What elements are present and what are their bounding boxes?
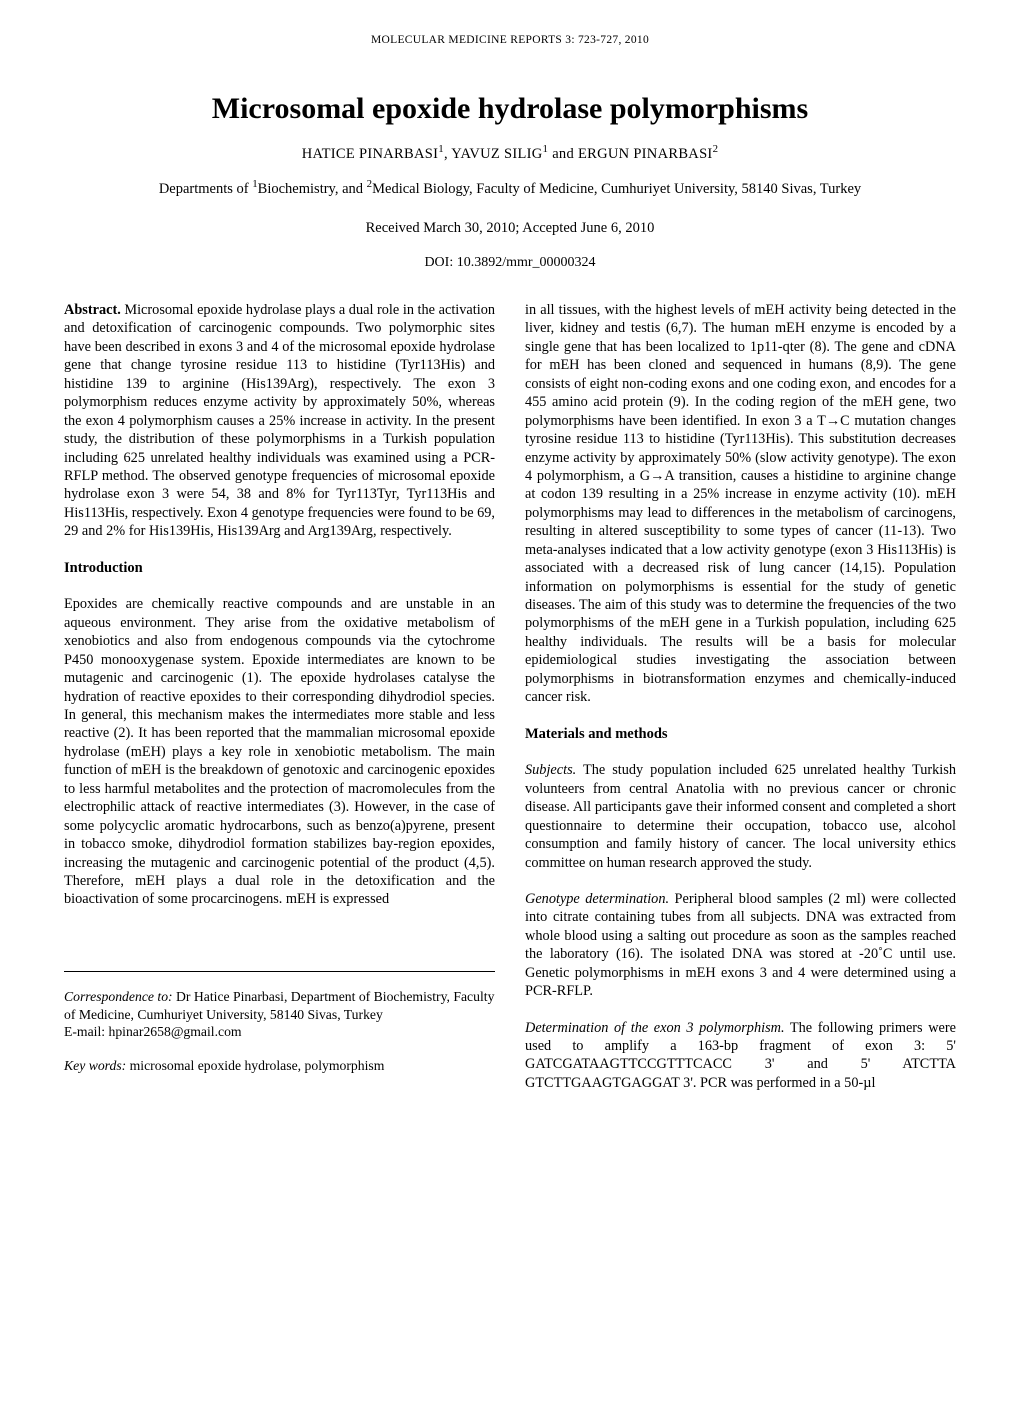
two-column-body: Abstract. Microsomal epoxide hydrolase p… — [64, 301, 956, 1092]
subjects-paragraph: Subjects. The study population included … — [525, 761, 956, 872]
article-title: Microsomal epoxide hydrolase polymorphis… — [64, 92, 956, 126]
subjects-label: Subjects. — [525, 762, 576, 778]
keywords-label: Key words: — [64, 1058, 126, 1073]
doi-line: DOI: 10.3892/mmr_00000324 — [64, 255, 956, 271]
genotype-label: Genotype determination. — [525, 891, 669, 907]
abstract-text: Microsomal epoxide hydrolase plays a dua… — [64, 302, 495, 539]
right-column-continuation: in all tissues, with the highest levels … — [525, 301, 956, 707]
left-column: Abstract. Microsomal epoxide hydrolase p… — [64, 301, 495, 1092]
subjects-text: The study population included 625 unrela… — [525, 762, 956, 870]
correspondence-email: E-mail: hpinar2658@gmail.com — [64, 1024, 242, 1039]
authors-line: HATICE PINARBASI1, YAVUZ SILIG1 and ERGU… — [64, 146, 956, 163]
introduction-paragraph: Epoxides are chemically reactive compoun… — [64, 595, 495, 908]
correspondence-label: Correspondence to: — [64, 989, 173, 1004]
exon3-label: Determination of the exon 3 polymorphism… — [525, 1020, 785, 1036]
materials-heading: Materials and methods — [525, 725, 956, 744]
right-column: in all tissues, with the highest levels … — [525, 301, 956, 1092]
keywords-text: microsomal epoxide hydrolase, polymorphi… — [126, 1058, 384, 1073]
abstract-paragraph: Abstract. Microsomal epoxide hydrolase p… — [64, 301, 495, 541]
running-header: MOLECULAR MEDICINE REPORTS 3: 723-727, 2… — [64, 34, 956, 46]
introduction-heading: Introduction — [64, 559, 495, 578]
footer-separator — [64, 971, 495, 972]
exon3-paragraph: Determination of the exon 3 polymorphism… — [525, 1019, 956, 1093]
received-accepted-line: Received March 30, 2010; Accepted June 6… — [64, 220, 956, 237]
affiliation-line: Departments of 1Biochemistry, and 2Medic… — [64, 181, 956, 198]
genotype-paragraph: Genotype determination. Peripheral blood… — [525, 890, 956, 1001]
correspondence-block: Correspondence to: Dr Hatice Pinarbasi, … — [64, 988, 495, 1075]
genotype-text: Peripheral blood samples (2 ml) were col… — [525, 891, 956, 999]
abstract-label: Abstract. — [64, 302, 121, 318]
